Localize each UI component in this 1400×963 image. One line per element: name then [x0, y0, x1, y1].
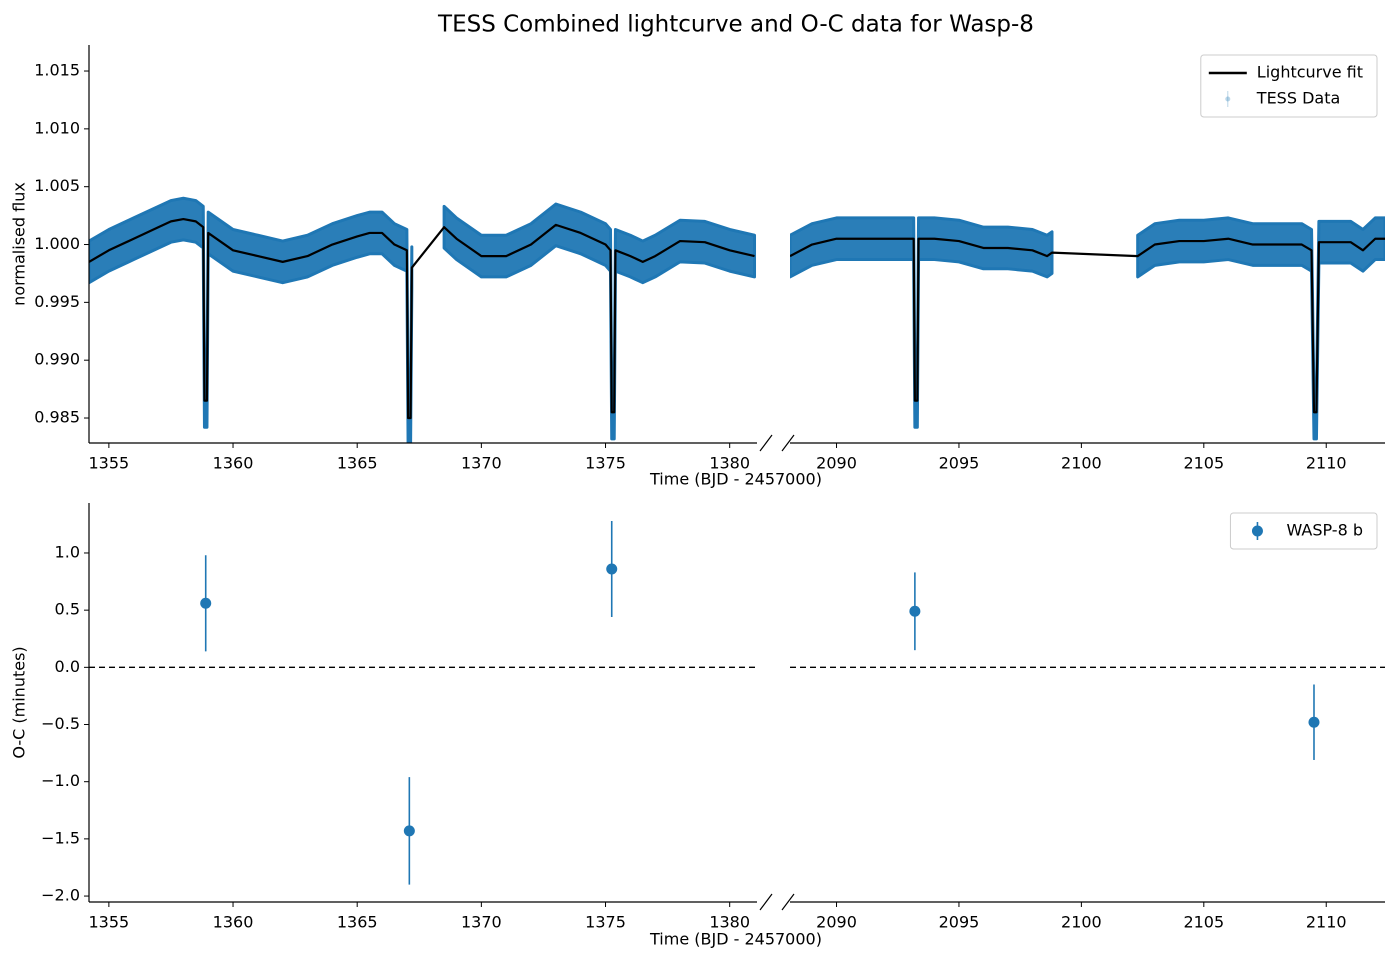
- x-tick-label: 2090: [816, 913, 857, 932]
- y-tick-label: −2.0: [41, 886, 80, 905]
- y-tick-label: −0.5: [41, 714, 80, 733]
- data-point: [200, 597, 212, 609]
- y-tick-label: 1.0: [55, 542, 80, 561]
- x-tick-label: 1365: [337, 913, 378, 932]
- y-tick-label: −1.0: [41, 771, 80, 790]
- x-tick-label: 1355: [89, 913, 130, 932]
- x-tick-label: 1375: [585, 454, 626, 473]
- y-tick-label: 0.990: [34, 350, 80, 369]
- y-tick-label: 1.005: [34, 176, 80, 195]
- axis-break: [759, 434, 773, 452]
- x-axis-label: Time (BJD - 2457000): [649, 470, 822, 489]
- plot-area: [200, 520, 1320, 885]
- legend: Lightcurve fit TESS Data: [1200, 54, 1378, 118]
- x-tick-label: 2090: [816, 454, 857, 473]
- x-tick-label: 1355: [89, 454, 130, 473]
- axis-break: [759, 893, 773, 911]
- axis-break: [781, 893, 795, 911]
- data-point: [606, 563, 618, 575]
- data-point: [909, 605, 921, 617]
- legend-swatch: [1251, 525, 1263, 537]
- y-tick-label: 0.985: [34, 408, 80, 427]
- y-axis-label: O-C (minutes): [10, 646, 29, 758]
- x-tick-label: 1360: [213, 454, 254, 473]
- x-tick-label: 1370: [461, 913, 502, 932]
- x-tick-label: 1380: [709, 913, 750, 932]
- x-tick-label: 2110: [1306, 913, 1347, 932]
- x-tick-label: 2105: [1183, 913, 1224, 932]
- x-tick-label: 2095: [939, 913, 980, 932]
- x-axis-label: Time (BJD - 2457000): [649, 930, 822, 949]
- y-tick-label: 0.5: [55, 600, 80, 619]
- x-tick-label: 2100: [1061, 454, 1102, 473]
- x-tick-label: 1375: [585, 913, 626, 932]
- legend: WASP-8 b: [1229, 512, 1378, 550]
- data-band: [788, 216, 1054, 429]
- y-tick-label: 0.995: [34, 292, 80, 311]
- x-tick-label: 1365: [337, 454, 378, 473]
- x-tick-label: 1380: [709, 454, 750, 473]
- chart-title: TESS Combined lightcurve and O-C data fo…: [437, 12, 1034, 38]
- legend-label: Lightcurve fit: [1257, 63, 1363, 82]
- data-band: [442, 202, 757, 441]
- plot-area: [89, 196, 1385, 443]
- y-tick-label: −1.5: [41, 828, 80, 847]
- fit-line: [89, 217, 1385, 420]
- legend-box: [1229, 512, 1378, 550]
- x-tick-label: 2100: [1061, 913, 1102, 932]
- x-tick-label: 1370: [461, 454, 502, 473]
- x-tick-label: 2105: [1183, 454, 1224, 473]
- y-tick-label: 1.000: [34, 234, 80, 253]
- y-tick-label: 1.015: [34, 61, 80, 80]
- y-tick-label: 1.010: [34, 118, 80, 137]
- legend-box: [1200, 54, 1378, 118]
- data-point: [1308, 716, 1320, 728]
- axis-break: [781, 434, 795, 452]
- x-tick-label: 2095: [939, 454, 980, 473]
- x-tick-label: 2110: [1306, 454, 1347, 473]
- y-axis-label: normalised flux: [10, 182, 29, 306]
- y-tick-label: 0.0: [55, 657, 80, 676]
- legend-swatch: [1225, 96, 1231, 102]
- data-point: [403, 825, 415, 837]
- legend-label: WASP-8 b: [1286, 521, 1363, 540]
- x-tick-label: 1360: [213, 913, 254, 932]
- data-band: [1136, 216, 1385, 441]
- legend-label: TESS Data: [1256, 89, 1340, 108]
